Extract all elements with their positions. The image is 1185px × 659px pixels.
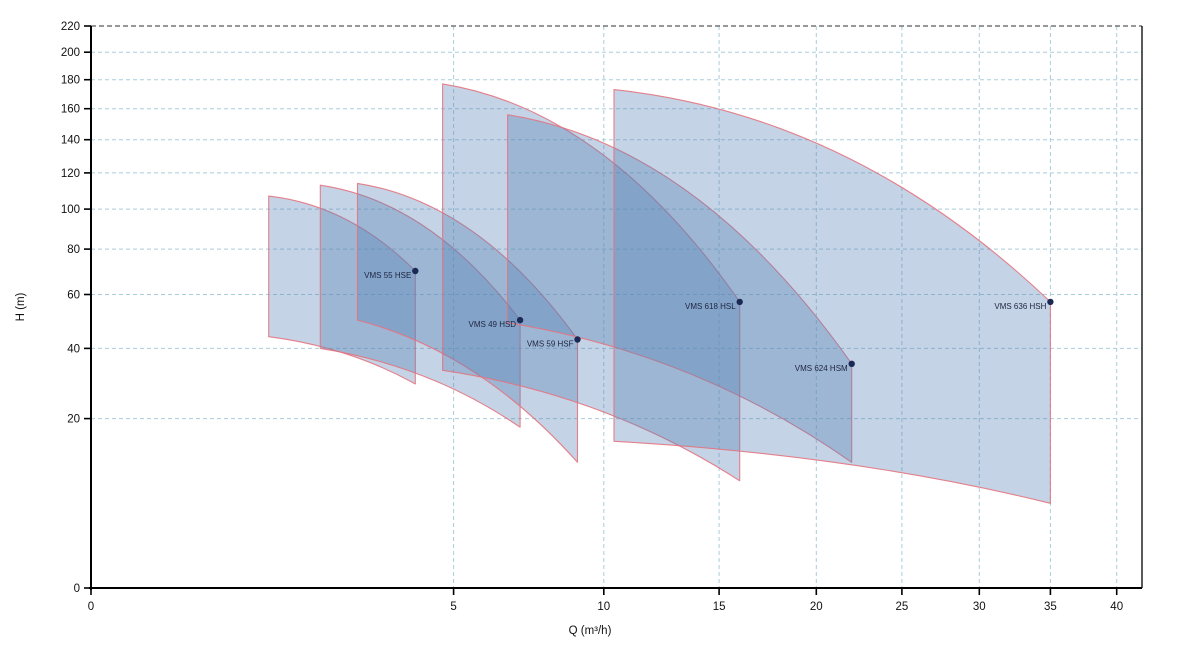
pump-label-vms-55-hse: VMS 55 HSE bbox=[364, 271, 411, 280]
axes-layer: 0 5 10 15 20 25 30 35 40 0 20 40 60 80 100 120 140 160 180… bbox=[15, 21, 1142, 637]
x-tick-label: 40 bbox=[1110, 601, 1123, 613]
y-tick-label: 100 bbox=[61, 204, 80, 216]
y-tick-label: 120 bbox=[61, 168, 80, 180]
duty-point-vms-624-hsm bbox=[848, 360, 855, 367]
y-tick-label: 160 bbox=[61, 104, 80, 116]
duty-point-vms-618-hsl bbox=[736, 298, 743, 306]
envelope-region-vms-636-hsh bbox=[613, 89, 1051, 504]
x-tick-label: 35 bbox=[1044, 601, 1057, 613]
y-tick-label: 60 bbox=[67, 290, 80, 302]
y-tick-label: 40 bbox=[67, 343, 80, 355]
y-tick-label: 200 bbox=[61, 47, 80, 59]
envelope-region-vms-59-hsf bbox=[356, 182, 579, 463]
pump-label-vms-59-hsf: VMS 59 HSF bbox=[527, 340, 574, 349]
duty-point-vms-55-hse bbox=[412, 267, 419, 275]
y-tick-label: 180 bbox=[61, 75, 80, 87]
duty-point-vms-59-hsf bbox=[574, 336, 581, 343]
y-axis-title: H (m) bbox=[15, 292, 27, 321]
x-axis-title: Q (m³/h) bbox=[569, 625, 612, 637]
x-tick-label: 20 bbox=[810, 601, 823, 613]
x-tick-label: 25 bbox=[896, 601, 909, 613]
pump-label-vms-49-hsd: VMS 49 HSD bbox=[469, 320, 517, 329]
envelope-region-vms-55-hse bbox=[268, 195, 416, 385]
duty-point-layer: VMS 55 HSE VMS 49 HSD VMS 59 HSF VMS 618 HS… bbox=[364, 267, 1054, 373]
duty-point-vms-49-hsd bbox=[516, 316, 524, 324]
pump-label-vms-618-hsl: VMS 618 HSL bbox=[685, 302, 736, 311]
envelope-region-vms-49-hsd bbox=[319, 184, 521, 428]
x-tick-label: 30 bbox=[973, 601, 986, 613]
y-tick-label: 140 bbox=[61, 135, 80, 147]
x-tick-label: 5 bbox=[450, 601, 456, 613]
x-tick-label: 15 bbox=[713, 601, 726, 613]
y-tick-label: 220 bbox=[61, 21, 80, 33]
pump-label-vms-624-hsm: VMS 624 HSM bbox=[795, 364, 848, 373]
duty-point-vms-636-hsh bbox=[1047, 298, 1054, 306]
x-tick-label: 0 bbox=[88, 601, 94, 613]
envelope-layer bbox=[268, 83, 1051, 504]
x-tick-label: 10 bbox=[597, 601, 610, 613]
pump-label-vms-636-hsh: VMS 636 HSH bbox=[994, 302, 1046, 311]
y-tick-label: 20 bbox=[67, 414, 80, 426]
y-tick-label: 80 bbox=[67, 244, 80, 256]
grid-layer bbox=[91, 26, 1142, 588]
y-tick-label: 0 bbox=[74, 583, 80, 595]
